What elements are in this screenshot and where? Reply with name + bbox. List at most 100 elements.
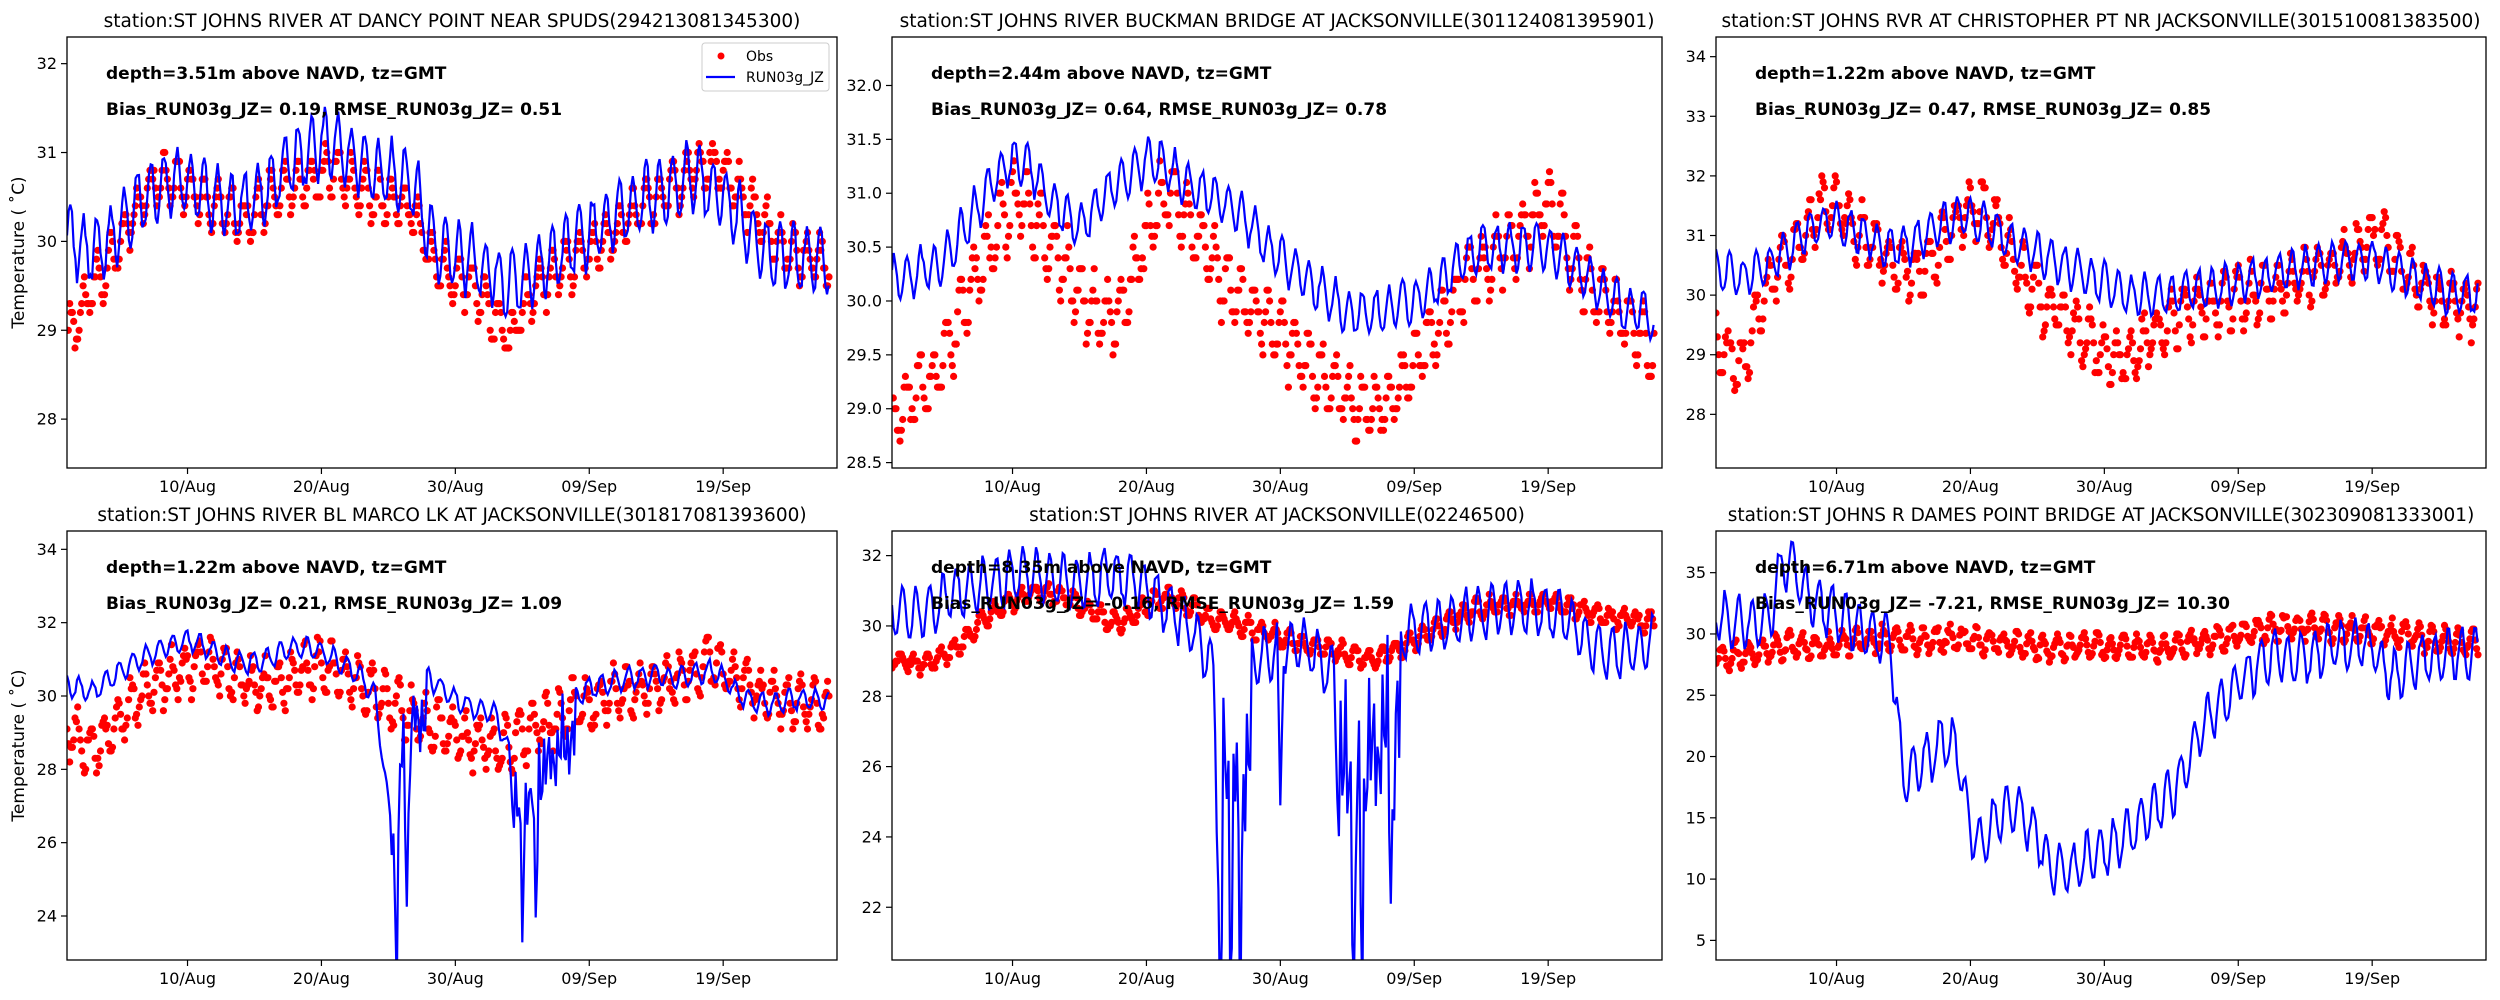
obs-point <box>728 655 737 663</box>
obs-point <box>1089 286 1097 294</box>
x-tick-label: 19/Sep <box>695 969 751 988</box>
obs-point <box>341 202 350 210</box>
obs-point <box>257 685 265 693</box>
obs-point <box>724 157 733 165</box>
obs-point <box>1212 243 1220 251</box>
x-tick-label: 19/Sep <box>695 477 751 496</box>
obs-point <box>1327 394 1335 402</box>
x-tick-label: 09/Sep <box>2210 969 2266 988</box>
y-tick-label: 31 <box>1686 226 1706 245</box>
obs-point <box>1914 249 1922 257</box>
obs-point <box>1814 214 1822 222</box>
obs-point <box>1086 318 1094 327</box>
y-tick-label: 28 <box>1686 405 1706 424</box>
obs-point <box>461 308 469 317</box>
obs-point <box>599 688 607 696</box>
obs-point <box>296 681 304 689</box>
obs-point <box>933 654 942 662</box>
obs-point <box>569 674 577 682</box>
obs-point <box>187 696 196 704</box>
obs-point <box>449 300 457 308</box>
obs-point <box>390 721 398 729</box>
obs-point <box>325 184 334 192</box>
obs-point <box>723 148 731 157</box>
obs-point <box>1191 594 1199 602</box>
obs-point <box>1231 608 1239 616</box>
obs-point <box>1275 318 1283 327</box>
obs-point <box>370 666 378 674</box>
obs-point <box>1901 255 1909 263</box>
obs-point <box>103 721 111 729</box>
obs-point <box>757 666 765 674</box>
obs-point <box>189 685 197 693</box>
obs-point <box>787 707 796 715</box>
obs-point <box>1745 369 1754 377</box>
obs-point <box>1318 351 1326 359</box>
obs-point <box>1961 627 1969 636</box>
obs-point <box>959 643 967 651</box>
obs-point <box>2217 631 2225 639</box>
obs-point <box>443 740 451 748</box>
obs-point <box>2098 339 2106 347</box>
obs-point <box>2376 255 2384 263</box>
obs-point <box>2311 624 2319 632</box>
obs-point <box>410 228 418 237</box>
obs-point <box>2048 652 2056 660</box>
obs-point <box>1946 620 1954 628</box>
obs-point <box>295 688 303 696</box>
obs-point <box>668 688 676 696</box>
obs-point <box>999 200 1007 208</box>
obs-point <box>1845 190 1853 198</box>
obs-point <box>287 211 295 219</box>
obs-point <box>1280 318 1288 327</box>
plot-area <box>67 628 833 960</box>
obs-point <box>145 692 153 700</box>
obs-point <box>1304 329 1313 337</box>
obs-point <box>427 237 435 245</box>
obs-point <box>446 282 454 290</box>
obs-point <box>308 157 316 165</box>
obs-point <box>491 747 500 755</box>
x-tick-label: 10/Aug <box>984 969 1041 988</box>
obs-point <box>2304 625 2312 633</box>
obs-point <box>317 659 325 667</box>
x-tick-label: 09/Sep <box>561 969 617 988</box>
obs-point <box>1132 618 1140 627</box>
obs-point <box>477 308 485 317</box>
obs-point <box>532 721 540 729</box>
obs-point <box>1907 626 1916 634</box>
obs-point <box>2102 333 2110 341</box>
axes-frame <box>891 36 1663 469</box>
obs-point <box>1374 394 1382 402</box>
obs-point <box>1045 265 1053 273</box>
obs-point <box>1339 639 1347 648</box>
obs-point <box>2016 273 2024 281</box>
obs-point <box>683 696 691 704</box>
obs-point <box>937 383 946 391</box>
obs-point <box>1248 629 1256 637</box>
obs-point <box>623 237 631 245</box>
obs-point <box>1017 232 1025 240</box>
y-tick-label: 30 <box>37 687 57 706</box>
obs-point <box>224 663 232 671</box>
obs-point <box>2140 309 2149 317</box>
obs-point <box>2119 369 2127 377</box>
obs-point <box>2099 321 2107 329</box>
obs-point <box>2170 645 2178 653</box>
obs-point <box>2142 327 2150 335</box>
obs-point <box>426 729 434 737</box>
obs-point <box>1041 254 1049 262</box>
obs-point <box>1980 652 1988 660</box>
obs-point <box>229 696 237 704</box>
obs-point <box>1231 318 1239 327</box>
obs-point <box>1512 275 1520 283</box>
obs-point <box>1081 297 1089 305</box>
y-tick-label: 30 <box>1686 624 1706 643</box>
obs-point <box>2268 315 2276 323</box>
obs-point <box>198 670 206 678</box>
obs-point <box>1326 405 1334 413</box>
obs-point <box>1274 340 1282 348</box>
obs-point <box>1359 661 1367 669</box>
obs-point <box>1922 632 1930 641</box>
obs-point <box>159 707 167 715</box>
